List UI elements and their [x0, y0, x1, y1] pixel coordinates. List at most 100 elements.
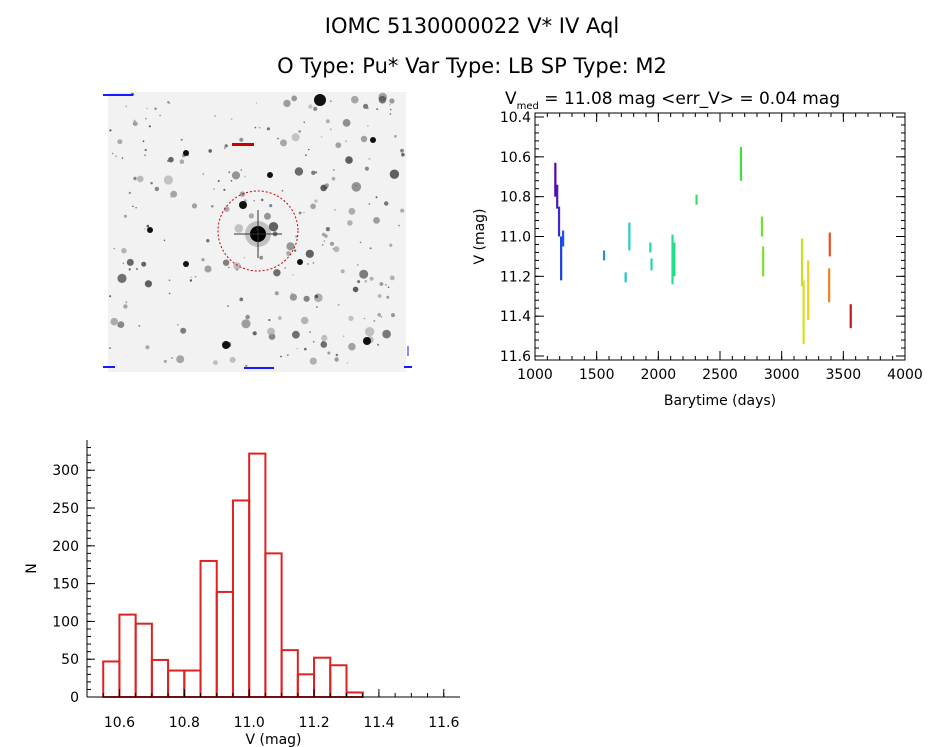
star: [308, 148, 310, 151]
star: [189, 279, 193, 282]
star: [145, 117, 147, 120]
star: [168, 292, 171, 295]
star: [351, 182, 362, 192]
star: [213, 360, 218, 365]
star: [327, 351, 331, 355]
x-tick-label: 10.8: [169, 715, 200, 731]
star: [377, 313, 382, 317]
star: [141, 261, 147, 267]
star: [259, 255, 264, 260]
histogram-bar: [345, 691, 364, 699]
star: [170, 196, 172, 198]
star: [335, 353, 338, 357]
star: [287, 354, 289, 356]
star: [125, 105, 127, 108]
star: [342, 335, 345, 338]
star: [389, 108, 392, 111]
star: [400, 208, 405, 213]
star: [278, 316, 282, 320]
star: [315, 171, 318, 174]
star: [320, 341, 328, 348]
star: [168, 279, 171, 282]
star: [231, 171, 241, 180]
x-tick-label: 1000: [517, 367, 553, 383]
star-field: [109, 92, 405, 368]
star: [117, 139, 123, 145]
star: [204, 265, 212, 273]
star: [382, 329, 391, 339]
star: [223, 188, 226, 191]
star: [389, 103, 391, 106]
histogram-plot: 0 50 100 150 200 250 300 10.6 10.8 11.0 11.2 11.4 11…: [24, 440, 460, 747]
y-tick-label: 10.8: [500, 190, 531, 206]
lightcurve-y-label: V (mag): [472, 208, 488, 264]
star: [264, 212, 271, 220]
histogram-bar: [215, 590, 234, 699]
star: [142, 140, 145, 143]
star: [132, 205, 134, 208]
x-tick-label: 2500: [702, 367, 738, 383]
star: [208, 149, 212, 153]
star: [228, 266, 230, 269]
histogram-bar: [264, 552, 283, 698]
star: [121, 157, 124, 159]
chart-subtitle: O Type: Pu* Var Type: LB SP Type: M2: [277, 54, 667, 78]
star: [168, 102, 171, 104]
star: [352, 286, 359, 293]
star: [329, 100, 332, 103]
histogram-bars: [102, 452, 364, 699]
bright-star: [370, 137, 376, 143]
star: [117, 273, 127, 283]
star: [389, 275, 395, 281]
star: [267, 327, 275, 336]
star: [283, 99, 291, 108]
star: [274, 291, 279, 296]
scale-label-mark: [103, 94, 133, 96]
bright-star: [314, 94, 326, 106]
star: [286, 242, 295, 251]
star: [289, 293, 297, 301]
star: [229, 356, 236, 363]
star: [303, 121, 306, 123]
star: [345, 156, 353, 164]
star: [113, 247, 116, 250]
star: [254, 126, 257, 129]
star: [266, 127, 270, 131]
star: [311, 170, 316, 175]
star: [363, 317, 366, 320]
star: [342, 119, 351, 127]
star: [291, 95, 298, 102]
x-tick-label: 3500: [826, 367, 862, 383]
star: [252, 331, 257, 336]
star: [224, 147, 226, 149]
chart-title: IOMC 5130000022 V* IV Aql: [324, 14, 620, 38]
star: [171, 357, 173, 359]
star: [295, 235, 298, 238]
star: [255, 102, 258, 104]
star: [296, 347, 299, 350]
y-tick-label: 50: [61, 652, 79, 668]
star: [122, 262, 125, 265]
star: [109, 347, 111, 349]
star: [357, 280, 361, 284]
star: [337, 303, 340, 306]
star: [234, 224, 244, 233]
star: [167, 159, 170, 162]
corner-label-mark-bottom: [244, 367, 274, 369]
star: [148, 125, 151, 128]
y-tick-label: 11.6: [500, 349, 531, 365]
star: [133, 119, 136, 122]
star: [268, 222, 279, 232]
bright-star: [147, 227, 153, 233]
star: [303, 211, 305, 214]
star: [298, 130, 302, 133]
star: [277, 137, 279, 140]
star: [398, 224, 400, 227]
corner-label-mark-right: [404, 366, 412, 368]
star: [222, 259, 230, 266]
star: [121, 248, 127, 254]
y-tick-label: 10.4: [500, 110, 531, 126]
star: [268, 318, 271, 322]
star: [248, 213, 254, 219]
star: [348, 315, 354, 321]
